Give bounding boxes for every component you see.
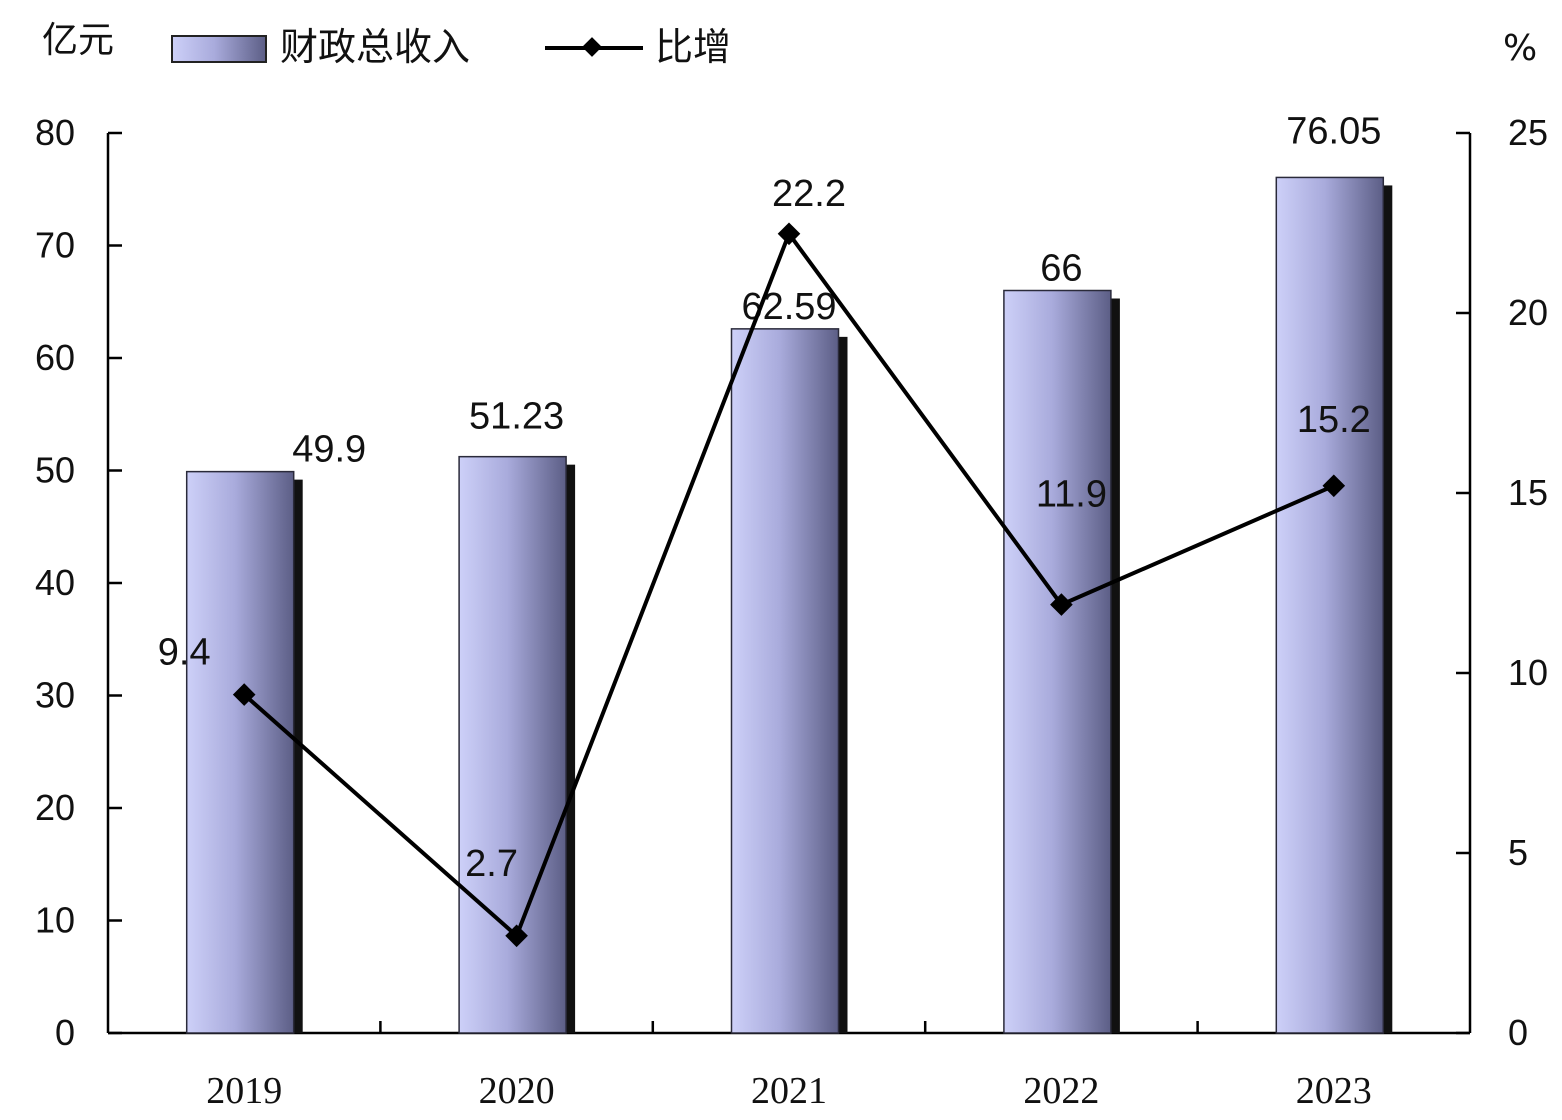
growth-value-label: 11.9 — [1036, 474, 1107, 516]
y-right-unit: % — [1503, 28, 1537, 69]
y-left-tick-label: 30 — [35, 675, 75, 716]
y-right-tick-label: 5 — [1508, 832, 1528, 873]
x-tick-label: 2020 — [479, 1070, 555, 1112]
y-left-tick-label: 10 — [35, 900, 75, 941]
y-left-tick-label: 0 — [55, 1012, 75, 1053]
growth-point-marker — [1322, 474, 1346, 498]
x-tick-label: 2022 — [1023, 1070, 1099, 1112]
growth-value-label: 22.2 — [772, 173, 846, 215]
legend-swatch-bar — [171, 35, 267, 63]
y-right-ticks: 0 5 10 15 20 25 — [1456, 112, 1548, 1053]
legend-label-bar: 财政总收入 — [280, 25, 470, 69]
y-right-tick-label: 25 — [1508, 112, 1548, 153]
y-left-tick-label: 20 — [35, 787, 75, 828]
y-right-tick-label: 20 — [1508, 292, 1548, 333]
growth-value-label: 15.2 — [1297, 399, 1371, 441]
bar-value-label: 76.05 — [1286, 110, 1381, 152]
y-right-tick-label: 15 — [1508, 472, 1548, 513]
bar-value-label: 66 — [1040, 248, 1082, 290]
bar — [458, 455, 567, 1034]
x-tick-label: 2021 — [751, 1070, 827, 1112]
legend-label-line: 比增 — [655, 25, 731, 69]
bar-value-label: 49.9 — [292, 429, 366, 471]
growth-labels: 9.4 2.7 22.2 11.9 15.2 — [158, 173, 1371, 885]
bar — [1275, 176, 1385, 1034]
growth-value-label: 2.7 — [465, 843, 518, 885]
x-ticks: 2019 2020 2021 2022 2023 — [206, 1021, 1372, 1112]
y-left-tick-label: 50 — [35, 450, 75, 491]
bar-value-label: 51.23 — [469, 396, 564, 438]
y-left-ticks: 0 10 20 30 40 50 60 70 80 — [35, 112, 122, 1053]
y-left-tick-label: 60 — [35, 337, 75, 378]
y-right-tick-label: 10 — [1508, 652, 1548, 693]
y-left-tick-label: 80 — [35, 112, 75, 153]
growth-line — [232, 222, 1346, 948]
y-left-tick-label: 70 — [35, 225, 75, 266]
bars — [185, 176, 1393, 1034]
growth-value-label: 9.4 — [158, 632, 211, 674]
bar — [1003, 289, 1112, 1034]
growth-point-marker — [1050, 593, 1073, 616]
x-tick-label: 2019 — [206, 1070, 282, 1112]
legend-marker-diamond — [582, 37, 602, 57]
legend: 财政总收入 比增 — [171, 25, 731, 69]
x-tick-label: 2023 — [1296, 1070, 1372, 1112]
bar — [185, 470, 295, 1034]
bar — [730, 328, 840, 1034]
y-right-tick-label: 0 — [1508, 1012, 1528, 1053]
y-left-unit: 亿元 — [42, 20, 114, 61]
y-left-tick-label: 40 — [35, 562, 75, 603]
